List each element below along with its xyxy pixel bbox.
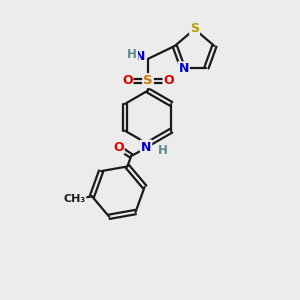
Text: H: H bbox=[127, 48, 137, 62]
Text: N: N bbox=[141, 140, 151, 154]
Text: CH₃: CH₃ bbox=[63, 194, 86, 205]
Text: S: S bbox=[143, 74, 153, 87]
Text: O: O bbox=[122, 74, 133, 87]
Text: O: O bbox=[164, 74, 174, 87]
Text: H: H bbox=[158, 143, 168, 157]
Text: N: N bbox=[135, 50, 145, 63]
Text: N: N bbox=[178, 62, 189, 75]
Text: S: S bbox=[190, 22, 199, 34]
Text: O: O bbox=[113, 140, 124, 154]
